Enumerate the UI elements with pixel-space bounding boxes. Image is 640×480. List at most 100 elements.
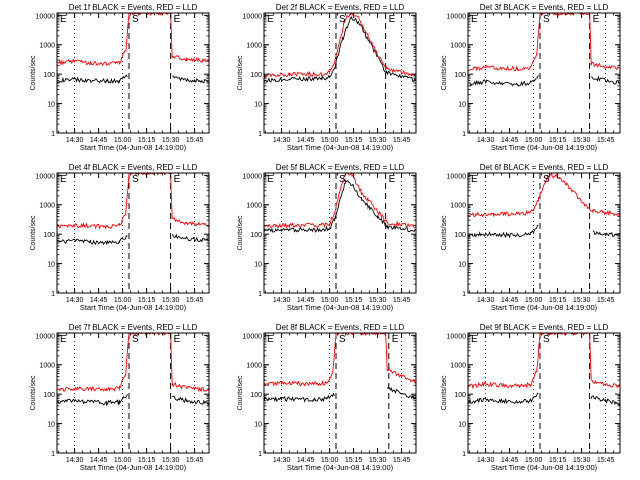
x-axis-title: Start Time (04-Jun-08 14:19:00) — [287, 463, 394, 472]
y-tick-label: 10000 — [243, 333, 263, 340]
interval-marker-label: S — [132, 334, 139, 345]
x-tick-label: 15:45 — [393, 137, 411, 144]
y-tick-label: 100 — [250, 72, 262, 79]
interval-marker-label: E — [389, 174, 396, 185]
interval-marker-label: E — [471, 174, 478, 185]
plot-frame — [56, 12, 210, 134]
x-axis-title: Start Time (04-Jun-08 14:19:00) — [491, 463, 598, 472]
interval-marker-label: E — [389, 14, 396, 25]
y-tick-label: 10000 — [447, 173, 467, 180]
plot-frame — [263, 172, 417, 294]
x-tick-label: 15:45 — [393, 297, 411, 304]
x-tick-label: 15:30 — [369, 137, 387, 144]
x-tick-label: 14:30 — [477, 297, 495, 304]
y-tick-label: 1 — [258, 291, 262, 298]
x-tick-label: 15:15 — [345, 297, 363, 304]
interval-marker-label: E — [471, 14, 478, 25]
interval-marker-label: S — [339, 14, 346, 25]
x-tick-label: 14:30 — [66, 137, 84, 144]
plot-frame — [467, 332, 621, 454]
series-line-events — [467, 224, 621, 239]
y-tick-label: 10000 — [243, 173, 263, 180]
interval-marker-label: E — [174, 14, 181, 25]
interval-marker-label: E — [267, 174, 274, 185]
x-tick-label: 15:15 — [549, 137, 567, 144]
interval-marker-label: E — [174, 174, 181, 185]
x-tick-label: 14:45 — [297, 457, 315, 464]
y-tick-label: 10 — [458, 422, 466, 429]
plot-frame — [56, 172, 210, 294]
x-tick-label: 15:00 — [321, 137, 339, 144]
y-axis-title: Counts/sec — [441, 215, 448, 251]
x-tick-label: 14:45 — [90, 137, 108, 144]
x-tick-label: 14:45 — [90, 297, 108, 304]
y-tick-label: 10000 — [243, 13, 263, 20]
y-tick-label: 10000 — [36, 13, 56, 20]
y-axis-title: Counts/sec — [441, 55, 448, 91]
y-tick-label: 10 — [254, 422, 262, 429]
x-tick-label: 15:30 — [162, 457, 180, 464]
series-line-lld — [56, 172, 210, 230]
y-tick-label: 1000 — [39, 203, 55, 210]
y-tick-label: 10 — [254, 102, 262, 109]
y-axis-title: Counts/sec — [441, 375, 448, 411]
y-tick-label: 1 — [462, 131, 466, 138]
panel-title: Det 1f BLACK = Events, RED = LLD — [69, 3, 198, 12]
x-tick-label: 14:30 — [66, 297, 84, 304]
interval-marker-label: E — [593, 14, 600, 25]
interval-marker-label: E — [60, 174, 67, 185]
interval-marker-label: S — [132, 14, 139, 25]
x-tick-label: 15:45 — [597, 297, 615, 304]
x-tick-label: 15:30 — [573, 297, 591, 304]
interval-marker-label: E — [60, 14, 67, 25]
interval-marker-label: E — [174, 334, 181, 345]
y-tick-label: 100 — [454, 392, 466, 399]
y-tick-label: 1000 — [246, 363, 262, 370]
y-tick-label: 1000 — [39, 363, 55, 370]
x-tick-label: 15:45 — [186, 137, 204, 144]
x-tick-label: 14:30 — [477, 137, 495, 144]
y-axis-title: Counts/sec — [237, 55, 244, 91]
y-tick-label: 1 — [51, 131, 55, 138]
y-tick-label: 10000 — [447, 13, 467, 20]
x-tick-label: 15:30 — [162, 297, 180, 304]
y-axis-title: Counts/sec — [30, 55, 37, 91]
panel-title: Det 7f BLACK = Events, RED = LLD — [69, 323, 198, 332]
panel-title: Det 6f BLACK = Events, RED = LLD — [480, 163, 609, 172]
series-line-lld — [467, 331, 621, 390]
y-tick-label: 1 — [51, 451, 55, 458]
y-tick-label: 1 — [51, 291, 55, 298]
series-line-lld — [467, 12, 621, 72]
interval-marker-label: S — [543, 334, 550, 345]
interval-marker-label: S — [543, 14, 550, 25]
y-tick-label: 1000 — [39, 43, 55, 50]
x-tick-label: 15:30 — [369, 297, 387, 304]
interval-marker-label: E — [593, 174, 600, 185]
x-tick-label: 14:30 — [273, 457, 291, 464]
y-tick-label: 100 — [43, 392, 55, 399]
series-line-events — [56, 74, 210, 84]
y-tick-label: 10 — [47, 102, 55, 109]
plot-frame — [467, 12, 621, 134]
y-tick-label: 100 — [250, 232, 262, 239]
y-tick-label: 100 — [250, 392, 262, 399]
interval-marker-label: E — [60, 334, 67, 345]
x-axis-title: Start Time (04-Jun-08 14:19:00) — [287, 143, 394, 152]
y-tick-label: 1 — [462, 451, 466, 458]
x-tick-label: 15:15 — [138, 457, 156, 464]
series-line-events — [263, 179, 417, 233]
y-tick-label: 10 — [458, 262, 466, 269]
y-tick-label: 1000 — [246, 203, 262, 210]
plot-frame — [467, 172, 621, 294]
interval-marker-label: E — [267, 334, 274, 345]
series-line-lld — [467, 172, 621, 218]
y-axis-title: Counts/sec — [237, 215, 244, 251]
x-tick-label: 15:00 — [114, 137, 132, 144]
panel-title: Det 9f BLACK = Events, RED = LLD — [480, 323, 609, 332]
x-tick-label: 15:45 — [393, 457, 411, 464]
x-tick-label: 14:45 — [501, 457, 519, 464]
series-line-lld — [263, 12, 417, 79]
x-tick-label: 15:15 — [549, 457, 567, 464]
y-tick-label: 1000 — [450, 363, 466, 370]
